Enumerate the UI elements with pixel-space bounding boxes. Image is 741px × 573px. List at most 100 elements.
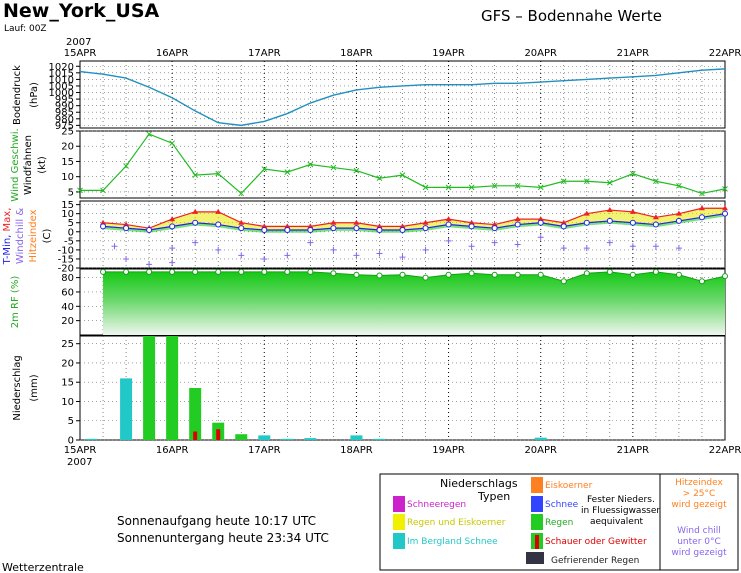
tmin-point	[307, 226, 314, 233]
precip-axis-unit: (mm)	[29, 374, 40, 401]
windchill-point	[215, 246, 222, 253]
legend-title-1: Niederschlags	[440, 477, 518, 490]
wind-point	[560, 178, 567, 185]
tmax-line	[102, 207, 725, 229]
location-title: New_York_USA	[3, 0, 160, 22]
y-tick-label: 1010	[49, 75, 74, 86]
wind-point	[606, 179, 613, 186]
bottom-date-tick: 19APR	[432, 445, 465, 456]
windchill-point	[422, 246, 429, 253]
rh-point	[376, 272, 383, 279]
y-tick-label: 1020	[49, 62, 74, 73]
rh-point	[146, 268, 153, 275]
legend-swatch	[393, 496, 405, 512]
wind-point	[699, 190, 705, 197]
tmin-point	[491, 225, 498, 232]
tmin-point	[629, 219, 636, 226]
tmin-point	[422, 225, 429, 232]
tmin-point	[284, 226, 291, 233]
windchill-point	[261, 255, 268, 262]
precip-bar-showers	[193, 431, 198, 440]
y-tick-label: 40	[61, 302, 74, 313]
tmax-point	[330, 219, 337, 225]
wind-point	[722, 186, 728, 192]
rh-point	[445, 271, 452, 278]
legend-title-2: Typen	[477, 490, 510, 503]
panel-humidity: 20 40 60 80	[61, 268, 728, 336]
rh-point	[698, 278, 705, 285]
legend-label: Regen	[545, 518, 573, 528]
rh-point	[123, 268, 130, 275]
bottom-date-tick: 17APR	[248, 445, 281, 456]
y-tick-label: 0	[68, 436, 74, 447]
tmin-point	[146, 226, 153, 233]
windchill-point	[399, 254, 406, 261]
tmax-point	[722, 205, 728, 211]
y-tick-label: 1000	[49, 88, 74, 99]
tmax-point	[468, 219, 475, 225]
windchill-point	[123, 255, 130, 262]
tmax-point	[675, 210, 682, 216]
top-date-tick: 17APR	[248, 48, 281, 59]
legend-swatch	[531, 514, 543, 530]
y-tick-label: 980	[55, 114, 74, 125]
top-date-tick: 22APR	[709, 48, 741, 59]
rh-point	[422, 274, 429, 281]
wind-point	[215, 170, 222, 177]
chill-note-1: Wind chill	[677, 526, 721, 536]
chill-note-2: unter 0°C	[677, 537, 721, 547]
sunrise-text: Sonnenaufgang heute 10:17 UTC	[117, 514, 316, 528]
pressure-line	[79, 68, 726, 127]
temp-label-windchill: Windchill	[15, 216, 26, 264]
wind-point	[146, 131, 152, 137]
precip-bar-snow	[258, 435, 271, 440]
solid-note-2: in Fluessigwasser	[581, 506, 660, 516]
precip-bar-rain	[143, 336, 156, 440]
tmax-point	[445, 216, 452, 222]
temp-axis-label-2: Windchill &	[15, 208, 26, 264]
tmin-point	[445, 221, 452, 228]
tmin-point	[238, 225, 245, 232]
y-tick-label: 60	[61, 287, 74, 298]
rh-point	[238, 268, 245, 275]
legend-label: Gefrierender Regen	[551, 556, 639, 566]
y-tick-label: 990	[55, 101, 74, 112]
precip-bar-rain	[166, 336, 179, 440]
y-tick-label: 25	[61, 339, 74, 350]
wind-point	[422, 184, 429, 191]
panel-precipitation: 0 5 10 15 20 25	[61, 335, 726, 447]
precip-legend-frame	[379, 473, 739, 571]
solid-note-3: aequivalent	[590, 517, 644, 527]
tmax-point	[353, 219, 360, 225]
wind-point	[238, 190, 245, 197]
y-tick-label: 25	[61, 127, 74, 138]
windchill-point	[353, 252, 360, 259]
windchill-point	[583, 245, 590, 252]
precip-bar-snow	[534, 437, 547, 440]
rh-point	[284, 268, 291, 275]
chill-note-3: wird gezeigt	[671, 548, 727, 558]
tmin-point	[537, 219, 544, 226]
tmax-point	[100, 219, 107, 225]
tmin-point	[698, 214, 705, 221]
wind-point	[169, 140, 175, 147]
heat-note-3: wird gezeigt	[671, 500, 727, 510]
tmax-point	[399, 223, 406, 229]
precip-bar-snow	[373, 438, 386, 440]
legend-swatch	[393, 514, 405, 530]
tmin-point	[583, 219, 590, 226]
legend-label: Eiskoerner	[545, 481, 593, 491]
wind-point	[376, 175, 383, 182]
temp-label-amp: &	[15, 208, 26, 216]
precip-bar-snow	[85, 438, 98, 440]
precip-bar-snow	[350, 435, 363, 440]
bottom-date-tick: 16APR	[156, 445, 189, 456]
tmax-point	[698, 205, 705, 211]
bottom-date-tick: 18APR	[340, 445, 373, 456]
tmax-point	[422, 219, 429, 225]
temp-axis-label-3: Hitzeindex	[28, 209, 39, 262]
tmax-point	[376, 223, 383, 229]
run-label: Lauf: 00Z	[4, 24, 47, 34]
